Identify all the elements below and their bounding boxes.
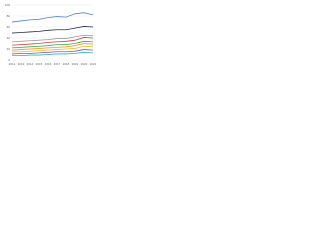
- x-tick-label: 2015: [36, 62, 43, 66]
- x-tick-label: 2014: [27, 62, 34, 66]
- series-line: [12, 45, 94, 53]
- x-tick-label: 2021: [90, 62, 97, 66]
- y-tick-label: 60: [7, 25, 11, 29]
- series-line: [11, 34, 94, 43]
- series-line: [11, 49, 94, 55]
- series-line: [11, 43, 94, 51]
- y-tick-label: 100: [5, 3, 10, 7]
- x-tick-label: 2016: [45, 62, 52, 66]
- series-line: [11, 12, 94, 23]
- y-tick-label: 80: [7, 14, 11, 18]
- x-tick-label: 2020: [81, 62, 88, 66]
- x-tick-label: 2017: [54, 62, 61, 66]
- y-tick-label: 0: [8, 58, 10, 62]
- x-tick-label: 2013: [18, 62, 25, 66]
- x-tick-label: 2012: [9, 62, 16, 66]
- y-tick-label: 40: [7, 36, 11, 40]
- y-tick-label: 20: [7, 47, 11, 51]
- series-line: [11, 26, 94, 34]
- series-line: [12, 51, 94, 56]
- series-line: [11, 40, 94, 49]
- x-tick-label: 2019: [72, 62, 79, 66]
- x-tick-label: 2018: [63, 62, 70, 66]
- chart: 0 20 40 60 80 100 2012 2013 2014 2015 2016 2017 2018…: [5, 3, 97, 66]
- series-line: [11, 37, 94, 46]
